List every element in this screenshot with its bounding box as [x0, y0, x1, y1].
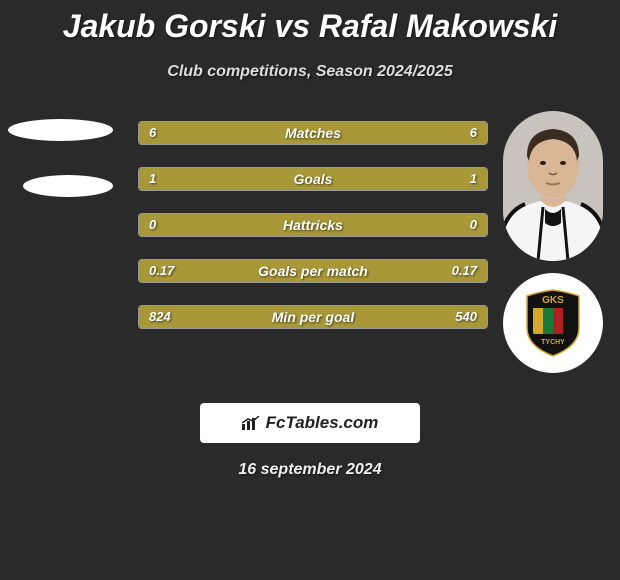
badge-bottom-text: TYCHY	[541, 339, 565, 346]
stat-row: 824540Min per goal	[138, 305, 488, 329]
stat-label: Min per goal	[139, 306, 487, 328]
stat-label: Matches	[139, 122, 487, 144]
brand-chart-icon	[242, 416, 260, 430]
stat-label: Goals per match	[139, 260, 487, 282]
stat-row: 0.170.17Goals per match	[138, 259, 488, 283]
player-right-column: GKS TYCHY	[500, 111, 605, 373]
brand-box[interactable]: FcTables.com	[200, 403, 420, 443]
comparison-content: 66Matches 11Goals 00Hattricks 0.170.17Goals…	[0, 111, 620, 391]
stat-label: Goals	[139, 168, 487, 190]
stat-row: 11Goals	[138, 167, 488, 191]
brand-text: FcTables.com	[266, 413, 379, 433]
date-text: 16 september 2024	[0, 461, 620, 479]
page-subtitle: Club competitions, Season 2024/2025	[0, 63, 620, 81]
stat-label: Hattricks	[139, 214, 487, 236]
page-title: Jakub Gorski vs Rafal Makowski	[0, 0, 620, 45]
player-left-placeholder-1	[8, 119, 113, 141]
player-right-photo	[503, 111, 603, 261]
club-badge-svg: GKS TYCHY	[523, 288, 583, 358]
badge-top-text: GKS	[542, 295, 564, 306]
club-badge: GKS TYCHY	[503, 273, 603, 373]
stat-rows: 66Matches 11Goals 00Hattricks 0.170.17Goals…	[138, 121, 488, 351]
player-left-placeholder-2	[23, 175, 113, 197]
stat-row: 66Matches	[138, 121, 488, 145]
player-photo-svg	[503, 111, 603, 261]
player-left-column	[8, 111, 118, 197]
stat-row: 00Hattricks	[138, 213, 488, 237]
